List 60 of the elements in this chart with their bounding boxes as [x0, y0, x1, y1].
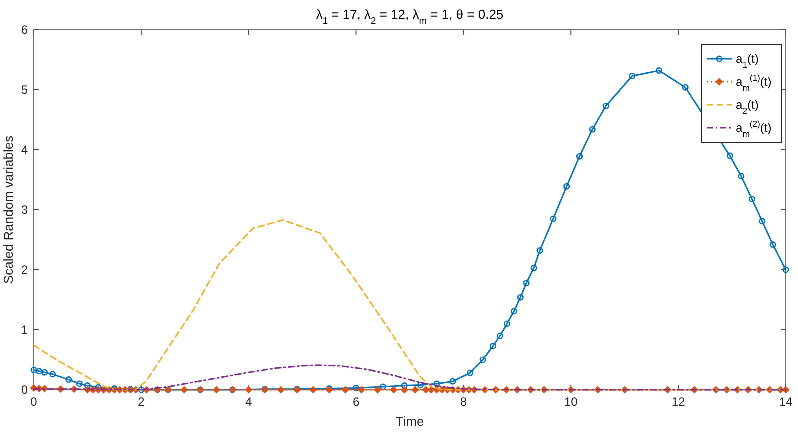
- point: [353, 384, 360, 392]
- legend-label: a$_{2}$(t): [736, 98, 759, 116]
- point: [66, 376, 72, 384]
- point: [550, 216, 557, 222]
- y-tick-label: 3: [21, 203, 28, 217]
- point: [726, 152, 734, 160]
- point: [380, 384, 386, 390]
- x-tick-label: 10: [564, 395, 578, 409]
- point: [523, 280, 530, 286]
- y-tick-label: 2: [21, 263, 28, 277]
- point: [656, 68, 662, 74]
- x-axis-title: Time: [396, 414, 424, 429]
- point: [138, 386, 145, 394]
- point: [517, 294, 524, 301]
- point: [76, 380, 83, 388]
- x-tick-label: 6: [352, 395, 360, 409]
- point: [84, 382, 91, 390]
- x-tick-label: 8: [460, 395, 468, 409]
- y-tick-label: 0: [21, 383, 28, 397]
- y-tick-label: 6: [21, 23, 28, 37]
- point: [480, 356, 486, 364]
- point: [50, 371, 56, 378]
- chart-title: λ$_{1}$ = 17, λ$_{2}$ = 12, λ$_{m}$ = 1, θ = 0.25: [316, 7, 504, 26]
- point: [759, 218, 766, 225]
- point: [682, 84, 689, 91]
- x-tick-label: 14: [779, 395, 793, 409]
- legend-label: a$_{1}$(t): [736, 52, 759, 70]
- point: [434, 380, 440, 388]
- y-tick-label: 4: [21, 143, 28, 157]
- x-tick-label: 12: [672, 395, 686, 409]
- point: [510, 308, 518, 315]
- x-tick-label: 2: [138, 395, 146, 409]
- point: [466, 370, 474, 376]
- y-tick-label: 1: [21, 323, 28, 337]
- point: [602, 102, 610, 110]
- x-tick-label: 4: [246, 395, 253, 409]
- point: [629, 72, 636, 80]
- point: [450, 378, 456, 385]
- point: [564, 183, 570, 190]
- point: [41, 369, 48, 376]
- legend-label: a$_{m}$$^{(1)}$(t): [736, 73, 772, 93]
- point: [30, 366, 38, 374]
- point: [417, 382, 424, 388]
- y-tick-label: 5: [21, 83, 28, 97]
- point: [536, 248, 544, 254]
- point: [401, 382, 408, 390]
- point: [589, 126, 596, 133]
- x-tick-label: 0: [30, 395, 38, 409]
- point: [782, 266, 790, 274]
- point: [748, 196, 756, 202]
- point: [490, 342, 497, 350]
- point: [530, 264, 538, 272]
- y-axis-title: Scaled Random variables: [1, 135, 16, 284]
- legend-label: a$_{m}$$^{(2)}$(t): [736, 119, 772, 139]
- point: [738, 173, 745, 180]
- point: [504, 320, 510, 328]
- point: [770, 242, 776, 248]
- point: [496, 332, 504, 340]
- point: [36, 368, 43, 375]
- point: [576, 153, 583, 160]
